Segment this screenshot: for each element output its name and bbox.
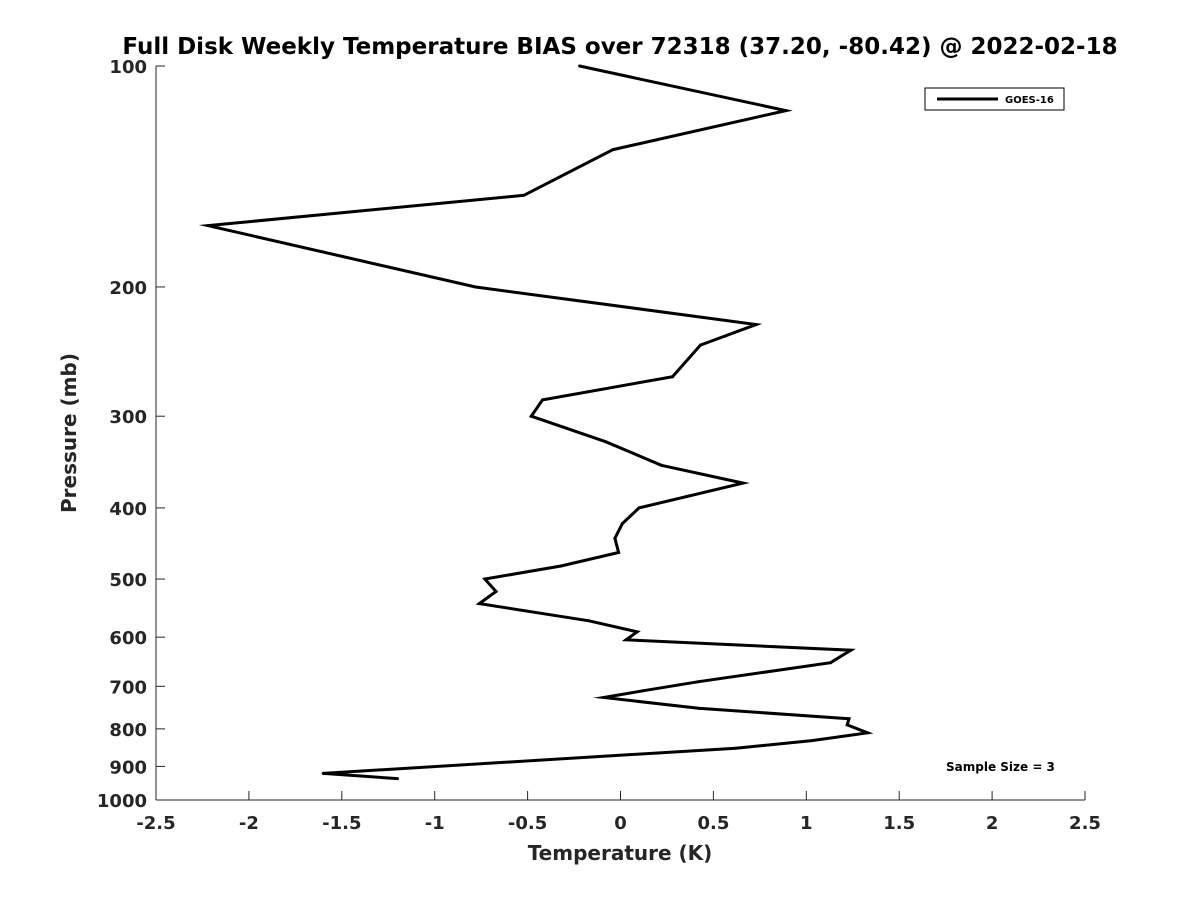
data-point <box>604 440 608 444</box>
y-tick-label: 200 <box>109 278 147 299</box>
x-axis-label: Temperature (K) <box>528 841 713 865</box>
x-tick-label: 2 <box>986 813 999 834</box>
y-tick-label: 900 <box>109 757 147 778</box>
y-tick-label: 400 <box>109 499 147 520</box>
x-tick-label: 1 <box>800 813 813 834</box>
data-point <box>847 717 851 721</box>
y-tick-label: 500 <box>109 570 147 591</box>
x-tick-label: -1.5 <box>322 813 361 834</box>
data-point <box>587 619 591 623</box>
y-tick-label: 100 <box>109 57 147 78</box>
y-tick-label: 1000 <box>97 791 147 812</box>
data-point <box>611 148 615 152</box>
legend: GOES-16 <box>924 87 1065 111</box>
y-tick-label: 600 <box>109 628 147 649</box>
legend-label-goes-16: GOES-16 <box>1005 95 1054 106</box>
data-point <box>494 590 498 593</box>
data-point <box>321 771 325 775</box>
series-layer <box>198 64 874 781</box>
data-point <box>641 689 645 693</box>
x-tick-label: 2.5 <box>1069 813 1101 834</box>
data-point <box>697 706 700 710</box>
x-tick-label: 1.5 <box>883 813 915 834</box>
data-point <box>845 723 849 727</box>
data-point <box>829 661 832 665</box>
data-point <box>483 577 487 581</box>
data-point <box>697 680 700 684</box>
x-tick-label: -1 <box>425 813 445 834</box>
data-point <box>698 343 702 347</box>
x-tick-label: -2 <box>239 813 259 834</box>
data-point <box>522 193 526 197</box>
data-point <box>559 564 563 568</box>
data-point <box>810 739 814 743</box>
data-point <box>741 481 745 485</box>
data-point <box>620 522 624 525</box>
data-point <box>613 536 617 540</box>
data-point <box>784 109 788 113</box>
data-point <box>541 398 544 402</box>
series-line-goes-16 <box>198 64 874 781</box>
sample-size-annotation: Sample Size = 3 <box>946 760 1055 774</box>
y-tick-label: 300 <box>109 407 147 428</box>
chart-title: Full Disk Weekly Temperature BIAS over 7… <box>122 34 1117 60</box>
data-point <box>578 64 582 68</box>
data-point <box>635 630 639 634</box>
data-point <box>754 323 758 326</box>
y-tick-label: 800 <box>109 720 147 741</box>
x-tick-label: 0 <box>614 813 627 834</box>
data-point <box>671 375 674 379</box>
data-point <box>474 285 478 289</box>
data-point <box>477 602 481 606</box>
data-point <box>617 551 621 554</box>
x-tick-label: -2.5 <box>136 813 175 834</box>
data-point <box>206 224 210 228</box>
y-axis-ticks: 100 200 300 400 500 600 700 800 900 1000 <box>97 57 165 812</box>
data-point <box>396 777 399 781</box>
data-point <box>529 414 533 418</box>
data-point <box>734 746 738 750</box>
data-point <box>602 696 606 699</box>
y-axis-label: Pressure (mb) <box>57 353 81 513</box>
x-tick-label: -0.5 <box>508 813 547 834</box>
x-tick-label: 0.5 <box>697 813 729 834</box>
y-tick-label: 700 <box>109 677 147 698</box>
data-point <box>849 648 853 652</box>
data-point <box>637 506 641 510</box>
data-point <box>659 463 663 467</box>
data-point <box>866 731 870 735</box>
x-axis-ticks: -2.5 -2 -1.5 -1 -0.5 0 0.5 1 1.5 2 2.5 <box>136 791 1101 834</box>
data-point <box>624 638 628 642</box>
